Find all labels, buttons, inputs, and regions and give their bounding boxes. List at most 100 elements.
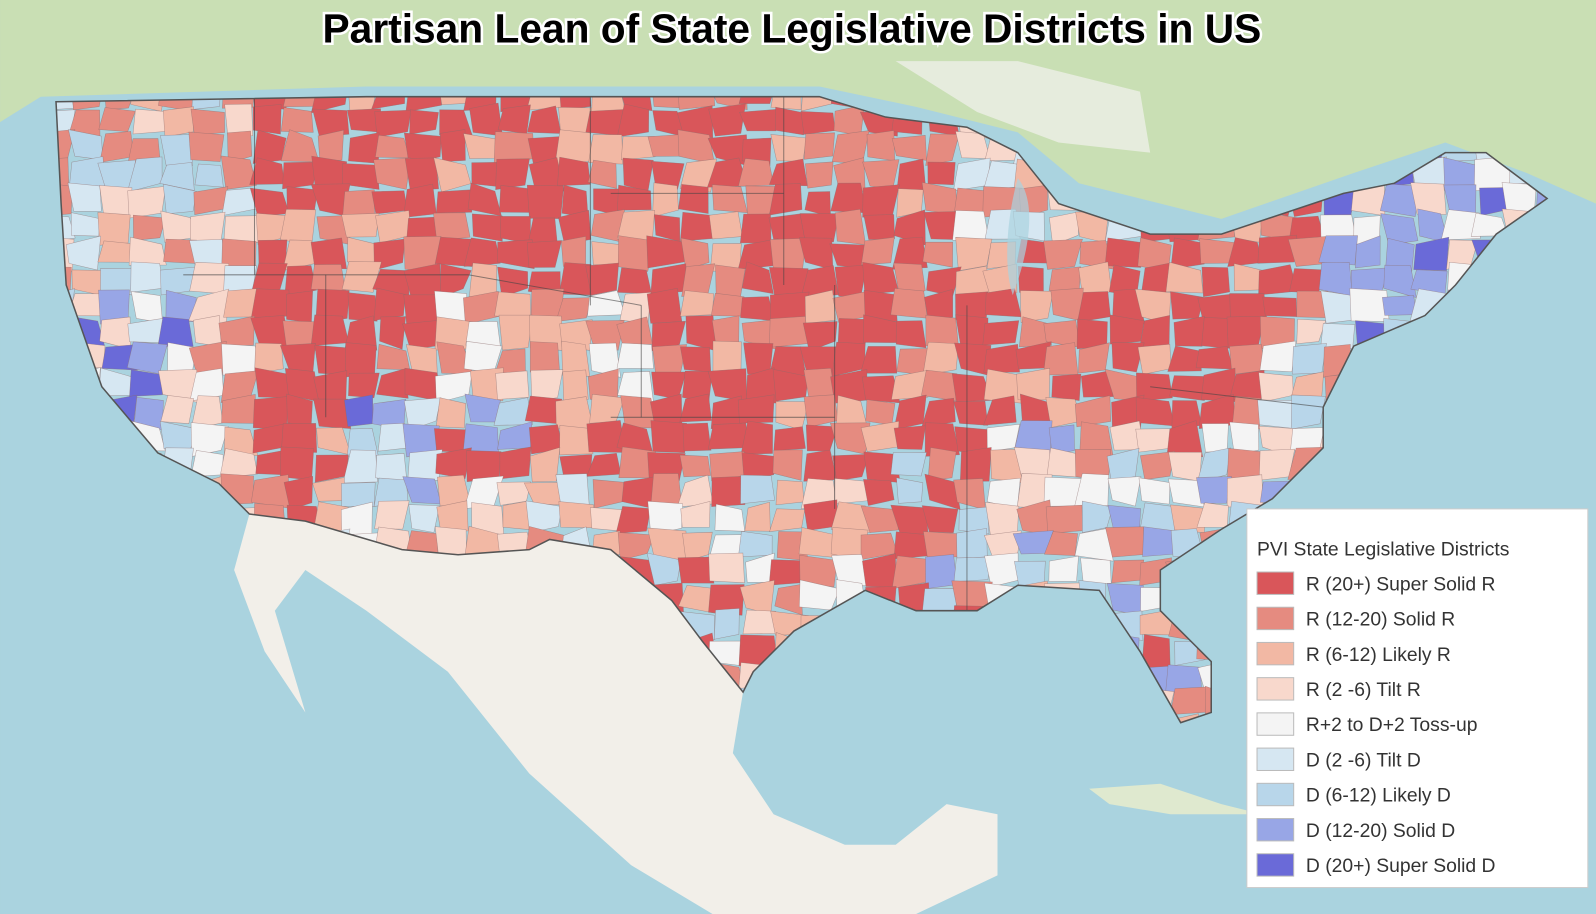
legend-title: PVI State Legislative Districts (1257, 540, 1509, 561)
district (1170, 237, 1205, 270)
district (65, 235, 102, 271)
district (1318, 235, 1358, 266)
district (497, 266, 529, 298)
district (617, 267, 652, 294)
district (373, 157, 411, 190)
district (955, 237, 993, 272)
lake-michigan (1007, 178, 1030, 296)
district (741, 452, 777, 482)
district (769, 508, 805, 532)
district (374, 500, 410, 530)
district (1104, 237, 1142, 268)
district (345, 342, 377, 378)
district (252, 104, 282, 135)
district (224, 103, 254, 137)
district (1257, 234, 1297, 264)
canada-land (895, 61, 1151, 153)
district (832, 453, 870, 482)
district (1201, 266, 1230, 298)
district (834, 208, 866, 246)
district (190, 422, 229, 457)
district (435, 447, 472, 479)
legend-swatch (1256, 712, 1295, 736)
district (1259, 340, 1297, 373)
district (740, 474, 775, 505)
district (1106, 447, 1140, 482)
district (1043, 239, 1083, 270)
district (194, 163, 224, 188)
district (679, 158, 717, 193)
district (741, 261, 774, 295)
district (190, 108, 225, 136)
district (959, 447, 992, 482)
district (250, 474, 290, 509)
district (1262, 296, 1297, 317)
district (958, 506, 990, 535)
district (317, 129, 344, 163)
district (310, 314, 350, 347)
district (555, 297, 593, 322)
district (227, 130, 253, 164)
district (651, 320, 686, 352)
district (470, 367, 504, 402)
district (1257, 399, 1297, 429)
district (714, 608, 740, 640)
district (860, 236, 895, 266)
district (190, 211, 226, 245)
district (1018, 316, 1052, 348)
mexico (234, 513, 998, 914)
district (708, 103, 746, 137)
district (773, 426, 806, 452)
district (1196, 476, 1233, 504)
district (1142, 526, 1176, 557)
district (804, 289, 837, 324)
district (682, 422, 712, 452)
district (99, 185, 133, 218)
district (526, 240, 562, 268)
district (439, 263, 472, 298)
district (768, 213, 806, 242)
district (1166, 420, 1204, 458)
district (770, 96, 802, 110)
district (588, 342, 621, 378)
district (495, 158, 530, 190)
district (344, 315, 378, 352)
district (982, 320, 1020, 346)
district (1080, 370, 1114, 398)
district (495, 370, 530, 400)
district (1074, 527, 1114, 562)
district (1320, 290, 1352, 324)
district (890, 452, 927, 477)
district (1107, 504, 1141, 531)
district (893, 425, 926, 450)
legend-label: R (12-20) Solid R (1306, 610, 1455, 631)
district (403, 397, 442, 431)
district (955, 291, 989, 320)
district (983, 343, 1020, 373)
district (863, 214, 895, 240)
district (560, 236, 587, 267)
district (985, 501, 1020, 537)
district (128, 236, 167, 266)
district (923, 531, 962, 559)
district (1167, 345, 1202, 372)
state-border (1150, 386, 1324, 408)
district (374, 109, 412, 138)
legend-label: D (12-20) Solid D (1306, 821, 1455, 842)
district (310, 237, 347, 270)
district (1380, 213, 1419, 246)
district (373, 238, 406, 271)
district (865, 399, 896, 426)
district (616, 103, 650, 138)
district (341, 213, 380, 238)
district (679, 393, 712, 423)
district (1379, 183, 1420, 217)
district (891, 369, 929, 400)
legend-label: R+2 to D+2 Toss-up (1306, 715, 1478, 736)
district (803, 368, 836, 398)
district (127, 185, 166, 219)
district (588, 134, 624, 165)
district (927, 447, 957, 482)
district (860, 346, 898, 374)
